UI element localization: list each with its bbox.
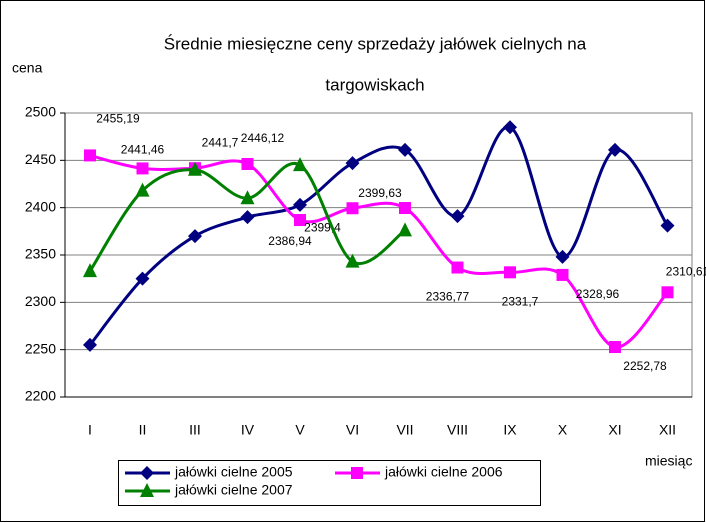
x-tick-label: III: [189, 422, 201, 438]
point: [188, 229, 202, 244]
point: [83, 263, 97, 278]
point: [608, 142, 622, 157]
data-label: 2399,63: [358, 186, 402, 200]
data-label: 2328,96: [576, 287, 620, 301]
point: [240, 190, 255, 205]
point: [294, 214, 306, 227]
chart-title: Średnie miesięczne ceny sprzedaży jałówe…: [164, 34, 587, 53]
point: [135, 182, 150, 197]
point: [188, 161, 202, 176]
point: [661, 286, 674, 299]
legend-marker: [351, 467, 363, 479]
point: [240, 210, 255, 225]
y-tick-label: 2500: [25, 104, 56, 120]
point: [83, 337, 97, 352]
x-tick-label: IX: [503, 422, 517, 438]
x-tick-label: VIII: [447, 422, 468, 438]
point: [504, 266, 516, 279]
legend-box: [118, 460, 541, 506]
legend-marker: [140, 483, 154, 497]
y-tick-label: 2450: [25, 151, 56, 167]
point: [660, 218, 675, 233]
point: [135, 271, 150, 286]
x-tick-label: XII: [659, 422, 676, 438]
legend-label: jałówki cielne 2005: [174, 464, 293, 480]
data-label: 2252,78: [623, 359, 667, 373]
y-tick-label: 2350: [25, 246, 56, 262]
point: [398, 222, 412, 237]
data-label: 2455,19: [96, 112, 140, 126]
data-label: 2331,7: [502, 294, 539, 308]
data-label: 2441,7: [202, 135, 239, 149]
y-tick-label: 2200: [25, 388, 56, 404]
point: [241, 158, 254, 171]
point: [451, 261, 464, 274]
x-tick-label: I: [88, 422, 92, 438]
x-tick-label: V: [295, 422, 305, 438]
legend-marker: [140, 466, 154, 480]
point: [503, 120, 517, 135]
y-tick-label: 2250: [25, 340, 56, 356]
x-tick-label: X: [558, 422, 568, 438]
x-tick-label: VI: [346, 422, 359, 438]
legend-label: jałówki cielne 2006: [384, 464, 503, 480]
data-label: 2386,94: [268, 234, 312, 248]
x-axis-label: miesiąc: [645, 453, 692, 469]
point: [293, 197, 307, 212]
data-label: 2310,61: [666, 264, 706, 278]
point: [450, 209, 465, 224]
point: [556, 268, 569, 281]
point: [136, 162, 149, 175]
y-tick-label: 2400: [25, 198, 56, 214]
x-tick-label: XI: [608, 422, 621, 438]
x-tick-label: II: [139, 422, 147, 438]
point: [345, 156, 360, 171]
point: [609, 341, 621, 354]
point: [345, 253, 360, 268]
x-tick-label: VII: [396, 422, 413, 438]
point: [399, 202, 411, 215]
chart-title: targowiskach: [325, 75, 424, 94]
data-label: 2336,77: [426, 290, 470, 304]
point: [293, 157, 307, 172]
data-label: 2446,12: [241, 131, 285, 145]
point: [84, 149, 96, 162]
data-label: 2441,46: [121, 143, 165, 157]
y-tick-label: 2300: [25, 293, 56, 309]
point: [346, 202, 359, 215]
point: [555, 249, 570, 264]
y-axis-label: cena: [12, 60, 43, 76]
point: [398, 142, 412, 157]
legend-label: jałówki cielne 2007: [174, 482, 293, 498]
x-tick-label: IV: [241, 422, 255, 438]
